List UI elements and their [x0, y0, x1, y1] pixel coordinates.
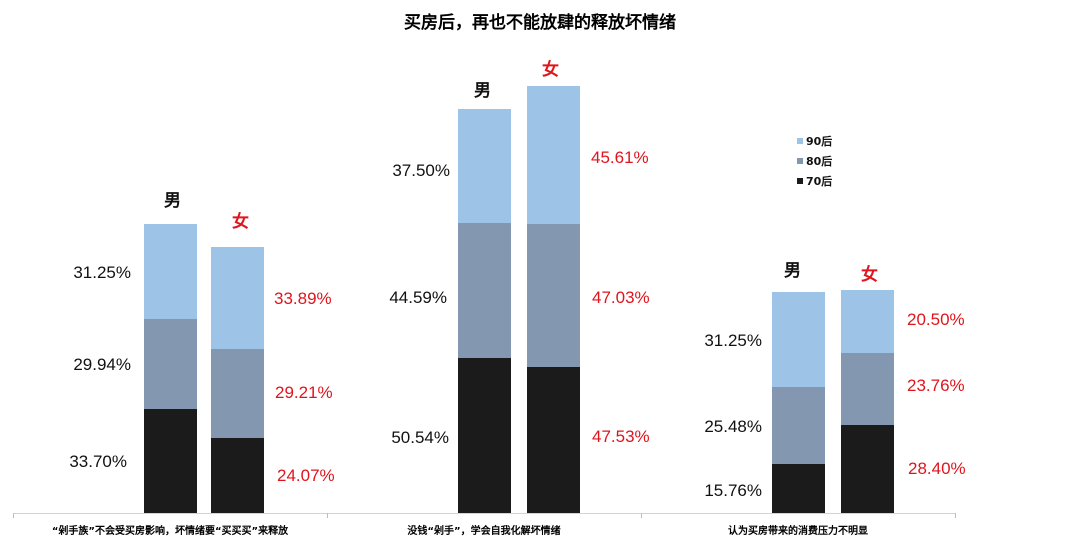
value-label: 47.03% [592, 288, 650, 307]
legend-swatch-icon [797, 138, 803, 144]
bar-group3-female [841, 290, 894, 513]
value-label: 47.53% [592, 427, 650, 446]
bar-group2-male [458, 109, 511, 513]
segment-90 [841, 290, 894, 353]
gender-label-female: 女 [542, 60, 559, 80]
gender-label-male: 男 [784, 261, 801, 281]
category-label: “剁手族”不会受买房影响，坏情绪要“买买买”来释放 [51, 526, 289, 537]
segment-90 [527, 86, 580, 224]
value-label: 25.48% [704, 417, 762, 436]
segment-80 [144, 319, 197, 409]
value-label: 20.50% [907, 310, 965, 329]
segment-90 [772, 292, 825, 387]
segment-70 [772, 464, 825, 513]
bar-group2-female [527, 86, 580, 513]
value-label: 15.76% [704, 481, 762, 500]
axis-tick [13, 513, 14, 518]
axis-tick [327, 513, 328, 518]
chart-title: 买房后，再也不能放肆的释放坏情绪 [404, 13, 676, 33]
segment-90 [144, 224, 197, 319]
gender-label-male: 男 [474, 81, 491, 101]
value-label: 31.25% [704, 331, 762, 350]
axis-tick [955, 513, 956, 518]
legend-item-90: 90后 [797, 131, 832, 151]
segment-90 [211, 247, 264, 349]
category-label: 认为买房带来的消费压力不明显 [728, 526, 868, 537]
category-label: 没钱“剁手”，学会自我化解坏情绪 [407, 526, 561, 537]
value-label: 31.25% [73, 263, 131, 282]
legend-item-70: 70后 [797, 171, 832, 191]
segment-80 [527, 224, 580, 367]
legend-label: 70后 [806, 175, 833, 188]
legend-label: 80后 [806, 155, 833, 168]
segment-80 [841, 353, 894, 425]
bar-group3-male [772, 292, 825, 513]
bar-group1-female [211, 247, 264, 513]
segment-80 [772, 387, 825, 464]
value-label: 29.94% [73, 355, 131, 374]
segment-70 [841, 425, 894, 513]
value-label: 45.61% [591, 148, 649, 167]
value-label: 37.50% [392, 161, 450, 180]
segment-70 [144, 409, 197, 513]
value-label: 44.59% [389, 288, 447, 307]
legend-label: 90后 [806, 135, 833, 148]
bar-group1-male [144, 224, 197, 513]
value-label: 28.40% [908, 459, 966, 478]
gender-label-male: 男 [164, 191, 181, 211]
legend-swatch-icon [797, 158, 803, 164]
segment-90 [458, 109, 511, 223]
segment-80 [211, 349, 264, 438]
legend: 90后 80后 70后 [797, 131, 832, 191]
axis-tick [641, 513, 642, 518]
value-label: 50.54% [391, 428, 449, 447]
segment-70 [458, 358, 511, 513]
value-label: 33.70% [69, 452, 127, 471]
legend-swatch-icon [797, 178, 803, 184]
x-axis [13, 513, 956, 514]
value-label: 24.07% [277, 466, 335, 485]
value-label: 29.21% [275, 383, 333, 402]
value-label: 33.89% [274, 289, 332, 308]
gender-label-female: 女 [232, 212, 249, 232]
legend-item-80: 80后 [797, 151, 832, 171]
value-label: 23.76% [907, 376, 965, 395]
gender-label-female: 女 [861, 265, 878, 285]
segment-70 [527, 367, 580, 513]
segment-70 [211, 438, 264, 513]
segment-80 [458, 223, 511, 358]
